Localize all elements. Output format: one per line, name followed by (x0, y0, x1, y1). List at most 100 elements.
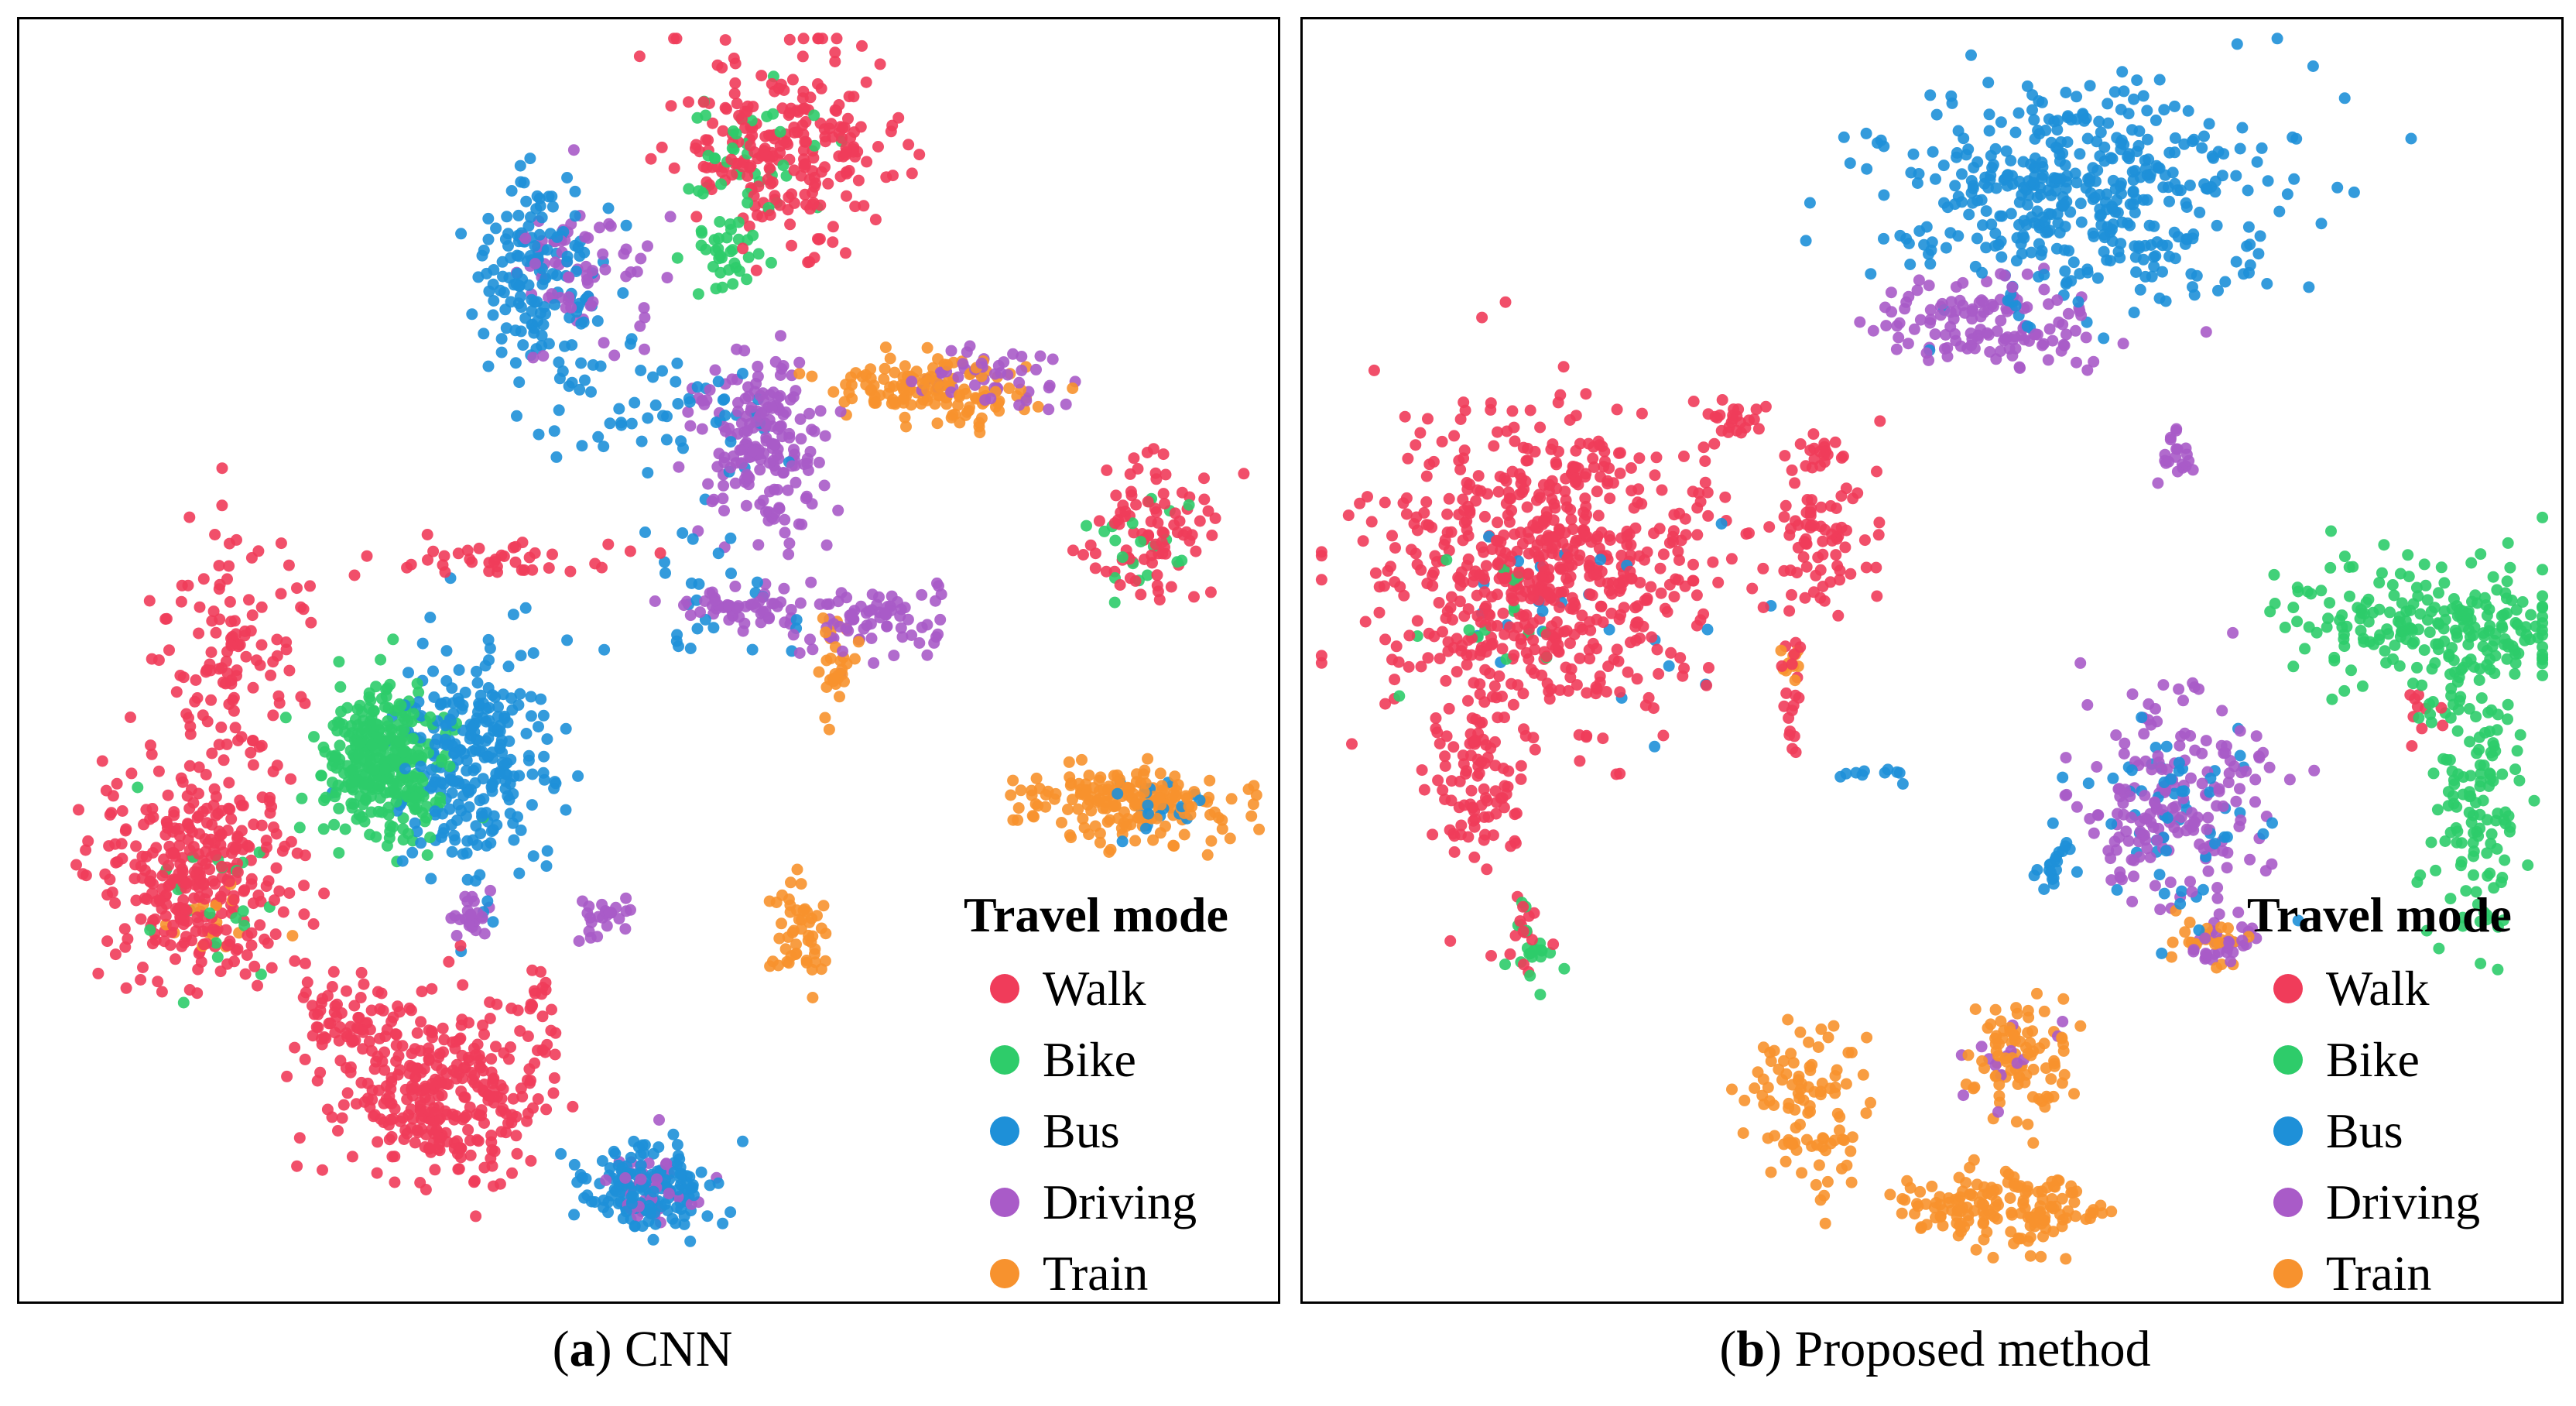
data-point-train (952, 399, 964, 411)
data-point-walk (265, 669, 277, 681)
data-point-bike (436, 756, 448, 768)
data-point-walk (808, 171, 820, 183)
data-point-train (1828, 1020, 1840, 1032)
data-point-driving (2013, 361, 2026, 373)
data-point-bus (538, 301, 550, 313)
data-point-walk (1759, 400, 1772, 413)
data-point-walk (262, 875, 275, 887)
data-point-driving (747, 445, 759, 458)
data-point-bus (659, 1198, 671, 1210)
data-point-walk (242, 930, 254, 941)
data-point-bus (500, 322, 512, 334)
data-point-driving (742, 470, 754, 482)
data-point-driving (461, 896, 474, 907)
data-point-train (954, 389, 965, 401)
data-point-driving (1893, 331, 1905, 344)
data-point-walk (394, 1064, 406, 1076)
data-point-walk (209, 529, 221, 540)
data-point-walk (1581, 687, 1593, 699)
data-point-driving (2308, 764, 2321, 777)
data-point-bus (2009, 126, 2022, 139)
data-point-bus (553, 356, 565, 369)
data-point-train (806, 370, 818, 382)
data-point-walk (852, 174, 865, 187)
data-point-driving (763, 612, 776, 623)
data-point-walk (245, 746, 257, 759)
data-point-driving (699, 595, 711, 607)
data-point-walk (836, 132, 848, 144)
data-point-walk (1534, 421, 1547, 434)
data-point-train (1168, 840, 1180, 852)
data-point-walk (1168, 519, 1180, 531)
data-point-bus (2126, 166, 2139, 178)
data-point-walk (725, 153, 738, 166)
data-point-walk (420, 1184, 432, 1195)
data-point-bus (2176, 785, 2188, 797)
data-point-bus (2230, 255, 2242, 268)
data-point-driving (2249, 796, 2261, 808)
data-point-train (796, 914, 808, 926)
data-point-bike (413, 686, 425, 698)
data-point-bus (629, 1220, 641, 1233)
data-point-bike (1524, 969, 1536, 982)
data-point-walk (167, 919, 180, 931)
data-point-bus (477, 773, 489, 785)
data-point-train (1032, 800, 1044, 812)
data-point-bike (380, 690, 392, 702)
legend-dot-driving (990, 1188, 1019, 1217)
data-point-bike (1135, 536, 1147, 548)
data-point-walk (1386, 530, 1398, 542)
data-point-walk (1632, 600, 1644, 612)
scatter-plot-proposed (1315, 33, 2549, 1265)
data-point-walk (1615, 549, 1628, 561)
data-point-walk (238, 629, 251, 642)
data-point-train (1865, 1096, 1876, 1109)
data-point-driving (664, 211, 677, 223)
data-point-walk (371, 1167, 383, 1179)
data-point-bus (566, 339, 578, 352)
data-point-bus (2000, 145, 2012, 157)
data-point-walk (245, 552, 258, 564)
data-point-train (834, 691, 845, 703)
data-point-walk (841, 190, 852, 202)
data-point-walk (1631, 673, 1643, 685)
data-point-driving (1002, 369, 1014, 381)
data-point-walk (311, 1075, 324, 1087)
data-point-train (1012, 814, 1024, 826)
legend-label-bike: Bike (1043, 1032, 1136, 1087)
data-point-bus (2219, 276, 2232, 288)
data-point-train (1920, 1219, 1933, 1231)
data-point-walk (831, 33, 843, 45)
data-point-driving (2051, 294, 2064, 307)
data-point-walk (717, 125, 729, 137)
data-point-bus (496, 255, 509, 268)
data-point-bus (513, 867, 526, 880)
data-point-walk (1657, 548, 1670, 561)
data-point-driving (769, 507, 781, 520)
data-point-bus (474, 828, 487, 840)
data-point-train (870, 396, 882, 409)
data-point-driving (583, 925, 595, 938)
data-point-walk (1124, 468, 1136, 480)
data-point-bus (541, 845, 553, 857)
data-point-bus (494, 767, 506, 780)
data-point-bike (2427, 767, 2440, 780)
data-point-bus (513, 250, 526, 262)
data-point-walk (719, 34, 731, 46)
data-point-driving (804, 633, 816, 646)
data-point-driving (803, 407, 815, 420)
data-point-bus (712, 547, 724, 560)
data-point-walk (817, 33, 828, 45)
data-point-walk (711, 59, 724, 71)
data-point-bus (1140, 822, 1152, 835)
data-point-bus (1956, 196, 1968, 208)
data-point-walk (433, 1131, 445, 1144)
data-point-walk (737, 242, 749, 255)
data-point-walk (1757, 602, 1769, 613)
data-point-walk (1824, 500, 1837, 512)
data-point-walk (216, 462, 228, 475)
data-point-bus (511, 267, 523, 279)
data-point-driving (638, 302, 650, 314)
data-point-walk (512, 1004, 524, 1017)
data-point-driving (932, 628, 944, 640)
